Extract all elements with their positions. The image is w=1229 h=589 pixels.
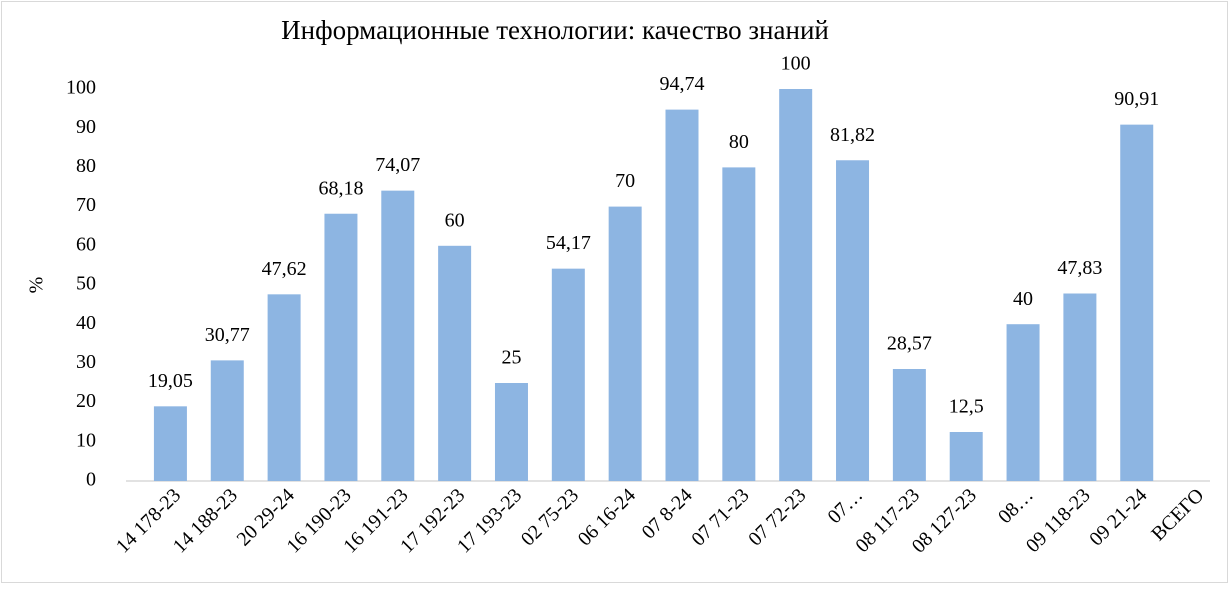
- y-tick-label: 30: [76, 351, 96, 373]
- data-label: 94,74: [660, 73, 705, 95]
- bar: [949, 432, 983, 481]
- bar: [1006, 324, 1040, 481]
- bar: [608, 206, 642, 481]
- y-tick-label: 100: [66, 77, 96, 99]
- bar: [836, 160, 870, 481]
- data-label: 47,62: [262, 258, 307, 280]
- bar: [438, 245, 472, 481]
- y-tick-label: 60: [76, 233, 96, 255]
- data-label: 25: [501, 347, 521, 369]
- bar: [210, 360, 244, 481]
- bar: [1120, 124, 1154, 481]
- y-tick-label: 0: [86, 469, 96, 491]
- bar: [722, 167, 756, 481]
- data-label: 70: [615, 170, 635, 192]
- y-tick-label: 90: [76, 116, 96, 138]
- y-tick-label: 80: [76, 155, 96, 177]
- bar: [551, 268, 585, 481]
- data-label: 80: [729, 131, 749, 153]
- data-label: 19,05: [148, 370, 193, 392]
- bar: [153, 406, 187, 481]
- bar: [1063, 293, 1097, 481]
- bar: [892, 369, 926, 481]
- data-label: 28,57: [887, 333, 932, 355]
- data-label: 54,17: [546, 232, 591, 254]
- y-tick-label: 10: [76, 429, 96, 451]
- data-label: 47,83: [1057, 257, 1102, 279]
- data-label: 30,77: [205, 324, 250, 346]
- data-label: 40: [1013, 288, 1033, 310]
- y-tick-label: 20: [76, 390, 96, 412]
- y-axis-label: %: [26, 277, 48, 294]
- bar: [779, 89, 813, 481]
- data-label: 100: [781, 53, 811, 75]
- data-label: 74,07: [375, 154, 420, 176]
- chart-title: Информационные технологии: качество знан…: [281, 15, 829, 45]
- data-label: 90,91: [1114, 88, 1159, 110]
- data-label: 81,82: [830, 124, 875, 146]
- data-label: 60: [445, 209, 465, 231]
- data-label: 68,18: [318, 177, 363, 199]
- y-tick-label: 70: [76, 194, 96, 216]
- bar: [267, 294, 301, 481]
- y-tick-label: 50: [76, 273, 96, 295]
- bar: [381, 190, 415, 481]
- data-label: 12,5: [949, 396, 984, 418]
- bar: [665, 109, 699, 481]
- y-tick-label: 40: [76, 312, 96, 334]
- bar: [324, 213, 358, 481]
- bar: [494, 383, 528, 481]
